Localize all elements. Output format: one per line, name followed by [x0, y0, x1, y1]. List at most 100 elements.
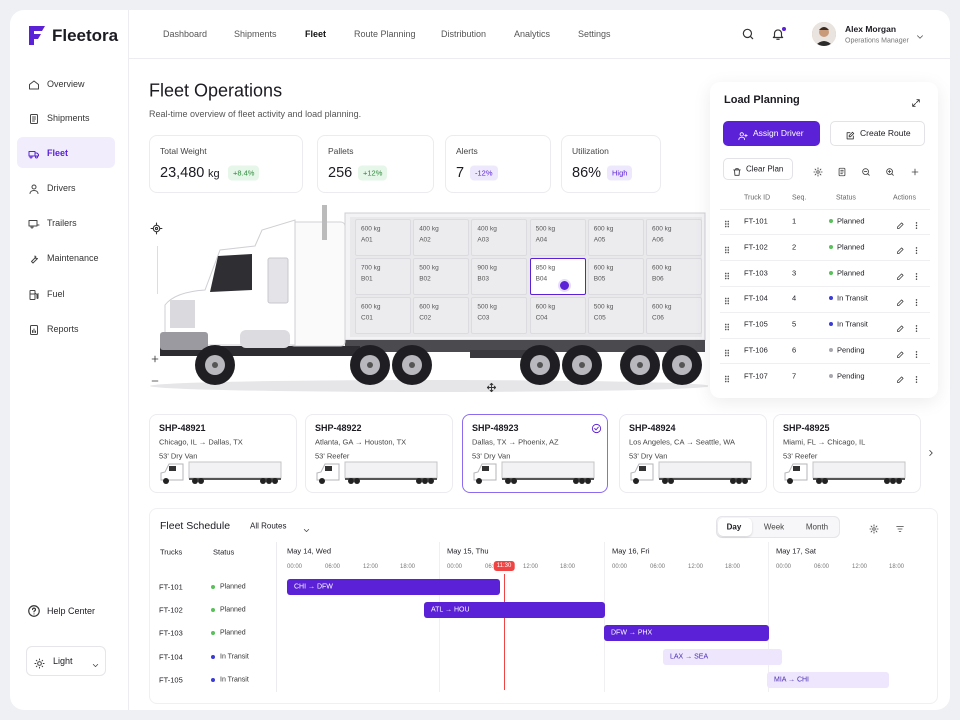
- nav-link[interactable]: Route Planning: [354, 29, 416, 39]
- drag-handle[interactable]: [722, 293, 732, 305]
- sidebar-link[interactable]: Reports: [47, 324, 79, 334]
- more-button[interactable]: [912, 320, 921, 332]
- notifications-button[interactable]: [771, 27, 785, 41]
- route-bar[interactable]: [663, 649, 782, 665]
- toolbar-button[interactable]: [813, 164, 823, 177]
- cargo-slot[interactable]: [646, 297, 702, 334]
- cargo-weight: 850 kg: [535, 264, 556, 272]
- table-row[interactable]: [720, 260, 930, 285]
- stat-card: [445, 135, 551, 193]
- route-bar[interactable]: [767, 672, 889, 688]
- sidebar-link[interactable]: Fuel: [47, 289, 65, 299]
- nav-link[interactable]: Settings: [578, 29, 611, 39]
- cargo-slot[interactable]: [413, 219, 470, 256]
- expand-button[interactable]: [911, 95, 921, 107]
- edit-button[interactable]: [896, 346, 905, 358]
- route-bar[interactable]: [604, 625, 769, 641]
- drag-handle[interactable]: [722, 371, 732, 383]
- edit-button[interactable]: [896, 371, 905, 384]
- icon-part: [742, 28, 753, 39]
- cargo-slot[interactable]: [355, 219, 411, 256]
- table-row[interactable]: [720, 363, 930, 388]
- help-link[interactable]: Help Center: [47, 606, 96, 616]
- create-route-button[interactable]: [830, 121, 925, 146]
- cargo-slot[interactable]: [471, 219, 528, 256]
- search-button[interactable]: [741, 27, 755, 41]
- nav-link[interactable]: Analytics: [514, 29, 551, 39]
- edit-button[interactable]: [896, 268, 905, 280]
- cargo-slot[interactable]: [529, 258, 586, 295]
- zoom-in-button[interactable]: [150, 351, 160, 363]
- edit-button[interactable]: [896, 320, 905, 332]
- drag-handle[interactable]: [722, 345, 732, 357]
- truck-id: FT-105: [744, 319, 768, 329]
- edit-button[interactable]: [896, 294, 905, 306]
- cargo-slot[interactable]: [646, 258, 702, 295]
- icon-part: [482, 466, 489, 471]
- sidebar-link[interactable]: Fleet: [47, 148, 69, 158]
- cargo-slot[interactable]: [587, 297, 644, 334]
- user-menu-toggle[interactable]: [915, 29, 925, 39]
- route-bar[interactable]: [424, 602, 605, 618]
- drag-handle[interactable]: [722, 242, 732, 254]
- table-row[interactable]: [720, 285, 930, 311]
- view-option[interactable]: Day: [726, 522, 742, 532]
- table-row[interactable]: [720, 337, 930, 363]
- toolbar-button[interactable]: [910, 164, 920, 176]
- recenter-button[interactable]: [150, 222, 163, 235]
- drag-handle[interactable]: [722, 268, 732, 279]
- toolbar-button[interactable]: [861, 164, 871, 176]
- more-button[interactable]: [912, 294, 921, 306]
- schedule-filter[interactable]: [895, 521, 905, 532]
- more-button[interactable]: [912, 242, 921, 255]
- more-button[interactable]: [912, 371, 921, 384]
- table-row[interactable]: [720, 311, 930, 337]
- nav-link[interactable]: Fleet: [305, 29, 327, 39]
- more-button[interactable]: [912, 346, 921, 358]
- nav-link[interactable]: Distribution: [441, 29, 487, 39]
- cargo-slot[interactable]: [471, 258, 528, 295]
- more-button[interactable]: [912, 268, 921, 280]
- sidebar-link[interactable]: Maintenance: [47, 253, 99, 263]
- nav-link[interactable]: Dashboard: [163, 29, 208, 39]
- cargo-slot[interactable]: [355, 297, 411, 334]
- zoom-out-button[interactable]: [150, 373, 160, 383]
- create-icon: [845, 128, 855, 140]
- pan-handle[interactable]: [486, 380, 497, 392]
- schedule-settings[interactable]: [869, 521, 879, 534]
- cargo-slot[interactable]: [646, 219, 702, 256]
- more-button[interactable]: [912, 217, 921, 229]
- cargo-slot[interactable]: [471, 297, 528, 334]
- clear-plan-button[interactable]: [723, 158, 793, 180]
- table-row[interactable]: [720, 234, 930, 259]
- edit-button[interactable]: [896, 242, 905, 255]
- view-option[interactable]: Week: [763, 522, 785, 532]
- assign-driver-button[interactable]: [723, 121, 820, 146]
- sidebar-link[interactable]: Overview: [47, 79, 85, 89]
- toolbar-button[interactable]: [837, 164, 847, 177]
- nav-link[interactable]: Shipments: [234, 29, 277, 39]
- sidebar-link[interactable]: Shipments: [47, 113, 90, 123]
- drag-handle[interactable]: [722, 216, 732, 228]
- cargo-slot[interactable]: [587, 258, 644, 295]
- theme-select[interactable]: [26, 646, 106, 676]
- edit-button[interactable]: [896, 217, 905, 229]
- schedule-status-dot: [211, 631, 215, 635]
- theme-chevron: [91, 657, 100, 667]
- view-option[interactable]: Month: [805, 522, 829, 532]
- drag-handle[interactable]: [722, 319, 732, 331]
- cargo-slot[interactable]: [413, 258, 470, 295]
- sidebar-link[interactable]: Trailers: [47, 218, 77, 228]
- toolbar-button[interactable]: [885, 164, 895, 176]
- cargo-slot[interactable]: [587, 219, 644, 256]
- sidebar-link[interactable]: Drivers: [47, 183, 76, 193]
- icon-part: [872, 527, 876, 531]
- cargo-slot[interactable]: [529, 219, 586, 256]
- cargo-slot[interactable]: [355, 258, 411, 295]
- route-bar[interactable]: [287, 579, 500, 595]
- zoom-track: [157, 246, 158, 294]
- cargo-slot[interactable]: [413, 297, 470, 334]
- cargo-slot[interactable]: [529, 297, 586, 334]
- table-row[interactable]: [720, 208, 930, 234]
- next-shipments-button[interactable]: [926, 445, 936, 456]
